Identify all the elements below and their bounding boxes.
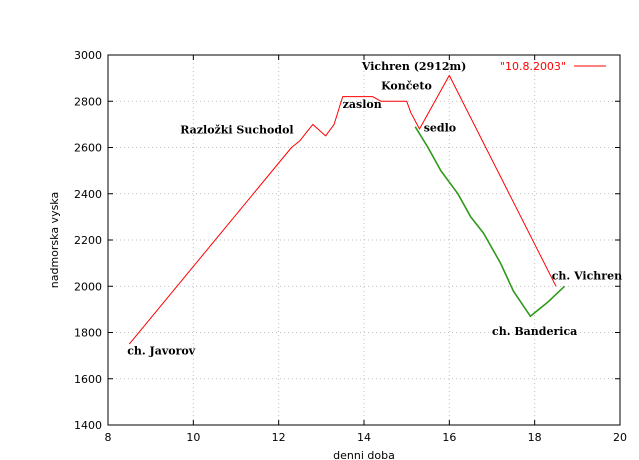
axis-ticks: 8 10 12 14 16 18 20 1400 1600 1800 2000 2200 2400 260… bbox=[74, 49, 627, 444]
annotation-label: Končeto bbox=[381, 80, 432, 93]
y-tick-label: 2200 bbox=[74, 234, 102, 247]
x-tick-label: 8 bbox=[105, 431, 112, 444]
y-tick-label: 1400 bbox=[74, 419, 102, 432]
y-tick-label: 2800 bbox=[74, 95, 102, 108]
series-line-1 bbox=[128, 74, 557, 345]
y-tick-label: 1800 bbox=[74, 327, 102, 340]
annotation-label: ch. Banderica bbox=[492, 325, 577, 338]
x-tick-label: 12 bbox=[272, 431, 286, 444]
y-axis-label: nadmorska vyska bbox=[48, 192, 61, 288]
annotation-label: ch. Vichren bbox=[552, 269, 622, 282]
annotation-label: ch. Javorov bbox=[127, 344, 196, 357]
annotation-label: Razložki Suchodol bbox=[180, 124, 293, 137]
annotation-label: sedlo bbox=[424, 121, 456, 134]
x-tick-label: 14 bbox=[357, 431, 371, 444]
grid-lines bbox=[108, 55, 620, 425]
y-tick-label: 2600 bbox=[74, 142, 102, 155]
y-tick-label: 1600 bbox=[74, 373, 102, 386]
annotation-label: Vichren (2912m) bbox=[361, 60, 467, 73]
y-tick-label: 2400 bbox=[74, 188, 102, 201]
annotation-label: zaslon bbox=[343, 98, 382, 111]
x-axis-label: denni doba bbox=[333, 449, 395, 460]
legend-entry-label: "10.8.2003" bbox=[500, 60, 566, 73]
x-tick-label: 20 bbox=[613, 431, 627, 444]
x-tick-label: 10 bbox=[186, 431, 200, 444]
y-tick-label: 3000 bbox=[74, 49, 102, 62]
legend: "10.8.2003" bbox=[500, 60, 606, 73]
series-layer bbox=[128, 74, 566, 345]
x-tick-label: 18 bbox=[528, 431, 542, 444]
y-tick-label: 2000 bbox=[74, 280, 102, 293]
series-line-2 bbox=[414, 126, 566, 318]
x-tick-label: 16 bbox=[442, 431, 456, 444]
annotations: ch. Javorov Razložki Suchodol zaslon Končet… bbox=[127, 60, 622, 357]
